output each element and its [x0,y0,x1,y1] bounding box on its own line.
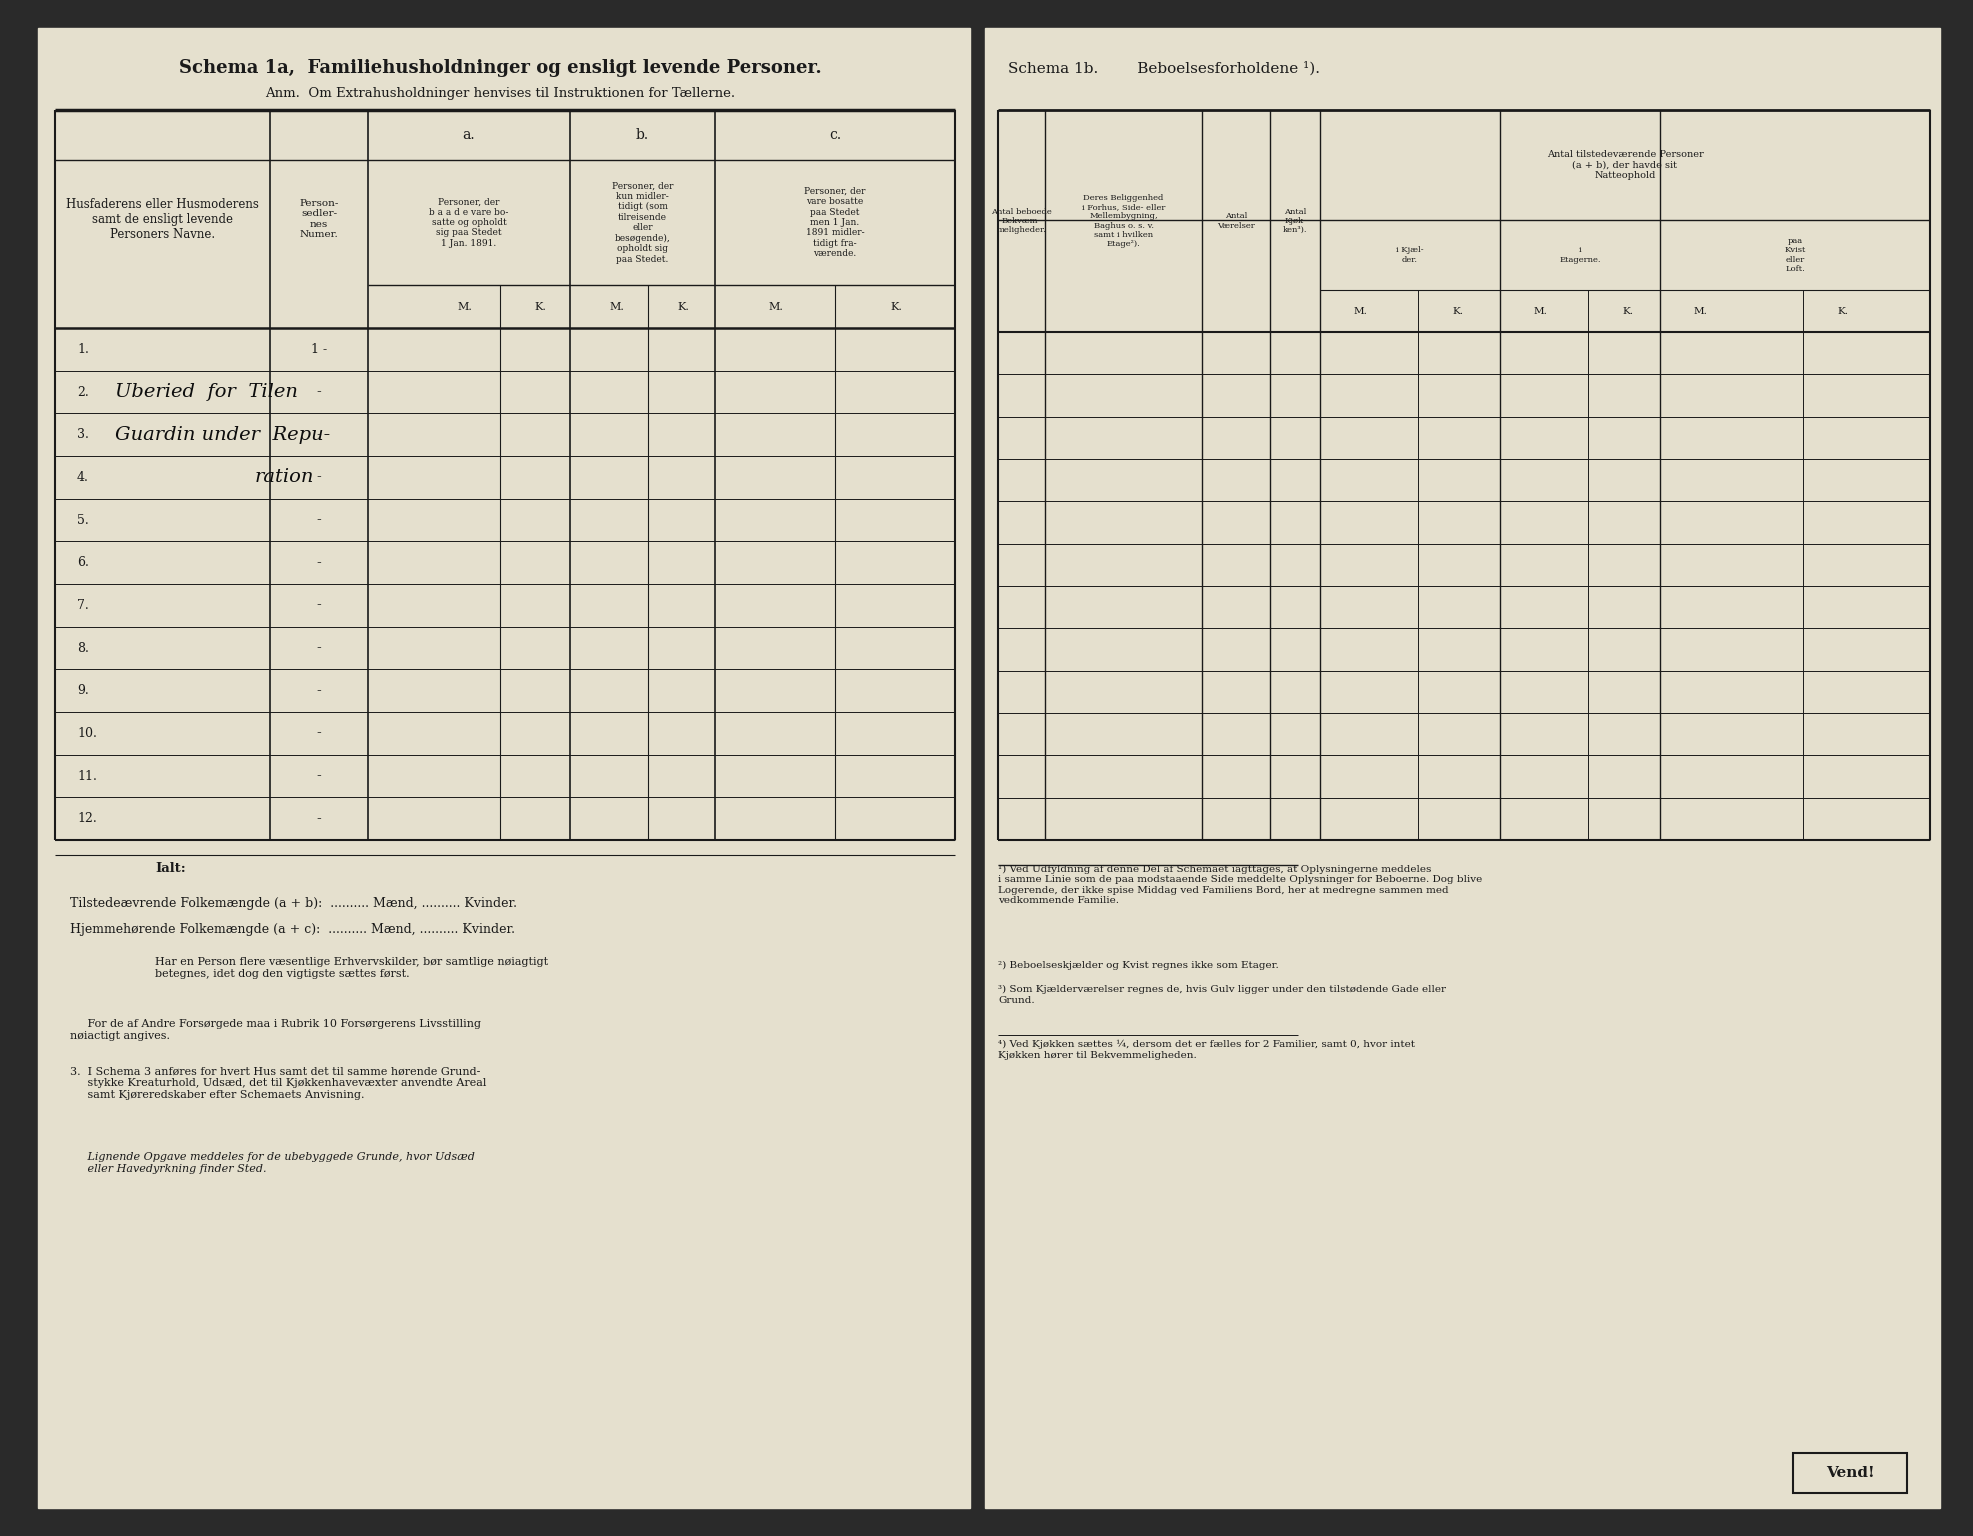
Text: 6.: 6. [77,556,89,570]
Text: K.: K. [677,301,689,312]
Text: 4.: 4. [77,472,89,484]
Text: 1.: 1. [77,343,89,356]
Text: Ialt:: Ialt: [156,862,185,874]
Text: -: - [316,556,322,570]
Text: 3.  I Schema 3 anføres for hvert Hus samt det til samme hørende Grund-
     styk: 3. I Schema 3 anføres for hvert Hus samt… [69,1066,487,1100]
Text: Antal tilstedeværende Personer
(a + b), der havde sit
Natteophold: Antal tilstedeværende Personer (a + b), … [1547,151,1703,180]
Text: 10.: 10. [77,727,97,740]
Bar [37,28,971,1508]
Text: Tilstedeævrende Folkemængde (a + b):  .......... Mænd, .......... Kvinder.: Tilstedeævrende Folkemængde (a + b): ...… [69,897,517,911]
Text: 8.: 8. [77,642,89,654]
Text: a.: a. [464,127,475,141]
Text: Person-
sedler-
nes
Numer.: Person- sedler- nes Numer. [300,198,339,240]
Text: -: - [316,513,322,527]
Text: i Kjæl-
der.: i Kjæl- der. [1397,246,1425,264]
Text: Schema 1a,  Familiehusholdninger og ensligt levende Personer.: Schema 1a, Familiehusholdninger og ensli… [180,58,821,77]
Text: 3.: 3. [77,429,89,441]
Text: Antal
Værelser: Antal Værelser [1217,212,1255,229]
Text: M.: M. [1693,307,1707,315]
Text: b.: b. [635,127,649,141]
Text: 9.: 9. [77,684,89,697]
Text: M.: M. [458,301,472,312]
Text: M.: M. [610,301,623,312]
Text: c.: c. [829,127,840,141]
Text: ³) Som Kjælderværelser regnes de, hvis Gulv ligger under den tilstødende Gade el: ³) Som Kjælderværelser regnes de, hvis G… [998,985,1446,1005]
Text: Vend!: Vend! [1825,1465,1874,1481]
Text: K.: K. [1622,307,1634,315]
Text: -: - [316,427,322,442]
Text: -: - [316,599,322,613]
Text: Anm.  Om Extrahusholdninger henvises til Instruktionen for Tællerne.: Anm. Om Extrahusholdninger henvises til … [264,88,736,100]
Text: K.: K. [1837,307,1849,315]
Text: Schema 1b.        Beboelsesforholdene ¹).: Schema 1b. Beboelsesforholdene ¹). [1008,61,1320,75]
Text: M.: M. [769,301,783,312]
Text: -: - [316,770,322,783]
Text: ²) Beboelseskjælder og Kvist regnes ikke som Etager.: ²) Beboelseskjælder og Kvist regnes ikke… [998,960,1279,969]
Text: ⁴) Ved Kjøkken sættes ¼, dersom det er fælles for 2 Familier, samt 0, hvor intet: ⁴) Ved Kjøkken sættes ¼, dersom det er f… [998,1040,1415,1060]
Text: K.: K. [1452,307,1464,315]
Text: M.: M. [1353,307,1367,315]
Text: Personer, der
b a a d e vare bo-
satte og opholdt
sig paa Stedet
1 Jan. 1891.: Personer, der b a a d e vare bo- satte o… [430,197,509,247]
Text: 11.: 11. [77,770,97,782]
Text: 5.: 5. [77,513,89,527]
Text: -: - [316,641,322,654]
Text: Antal
Kjøk-
ken³).: Antal Kjøk- ken³). [1282,207,1308,233]
Text: -: - [316,684,322,697]
Text: paa
Kvist
eller
Loft.: paa Kvist eller Loft. [1784,237,1805,273]
Text: ¹) Ved Udfyldning af denne Del af Schemaet iagttages, at Oplysningerne meddeles
: ¹) Ved Udfyldning af denne Del af Schema… [998,865,1482,905]
Text: Vend!: Vend! [1825,1465,1874,1481]
Text: -: - [316,386,322,399]
Text: Antal beboede
Bekvæm-
meligheder.: Antal beboede Bekvæm- meligheder. [990,207,1052,233]
FancyBboxPatch shape [1793,1453,1908,1493]
Text: i
Etagerne.: i Etagerne. [1559,246,1600,264]
Text: Lignende Opgave meddeles for de ubebyggede Grunde, hvor Udsæd
     eller Havedyr: Lignende Opgave meddeles for de ubebygge… [69,1152,475,1174]
Text: Personer, der
vare bosatte
paa Stedet
men 1 Jan.
1891 midler-
tidigt fra-
værend: Personer, der vare bosatte paa Stedet me… [805,187,866,258]
Text: Uberied  for  Tilen: Uberied for Tilen [114,382,298,401]
Text: 1 -: 1 - [312,343,328,356]
Text: -: - [316,811,322,826]
Text: For de af Andre Forsørgede maa i Rubrik 10 Forsørgerens Livsstilling
nøiactigt a: For de af Andre Forsørgede maa i Rubrik … [69,1020,481,1041]
Text: 12.: 12. [77,813,97,825]
Text: K.: K. [890,301,902,312]
Text: -: - [316,727,322,740]
Text: K.: K. [535,301,547,312]
Text: Husfaderens eller Husmoderens
samt de ensligt levende
Personers Navne.: Husfaderens eller Husmoderens samt de en… [65,198,258,241]
Text: Guardin under  Repu-: Guardin under Repu- [114,425,329,444]
Text: Har en Person flere væsentlige Erhvervskilder, bør samtlige nøiagtigt
betegnes, : Har en Person flere væsentlige Erhvervsk… [156,957,548,978]
Bar [985,28,1939,1508]
Text: Hjemmehørende Folkemængde (a + c):  .......... Mænd, .......... Kvinder.: Hjemmehørende Folkemængde (a + c): .....… [69,923,515,937]
Text: ration: ration [255,468,314,487]
Text: -: - [316,470,322,484]
Text: 2.: 2. [77,386,89,398]
Text: Personer, der
kun midler-
tidigt (som
tilreisende
eller
besøgende),
opholdt sig
: Personer, der kun midler- tidigt (som ti… [612,181,673,264]
Text: 7.: 7. [77,599,89,611]
Text: Deres Beliggenhed
i Forhus, Side- eller
Mellembygning,
Baghus o. s. v.
samt i hv: Deres Beliggenhed i Forhus, Side- eller … [1081,194,1166,247]
Text: M.: M. [1533,307,1547,315]
